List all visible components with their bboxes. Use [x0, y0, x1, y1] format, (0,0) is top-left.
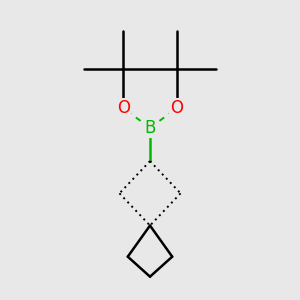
Text: O: O	[117, 99, 130, 117]
Text: B: B	[144, 119, 156, 137]
Text: O: O	[170, 99, 183, 117]
